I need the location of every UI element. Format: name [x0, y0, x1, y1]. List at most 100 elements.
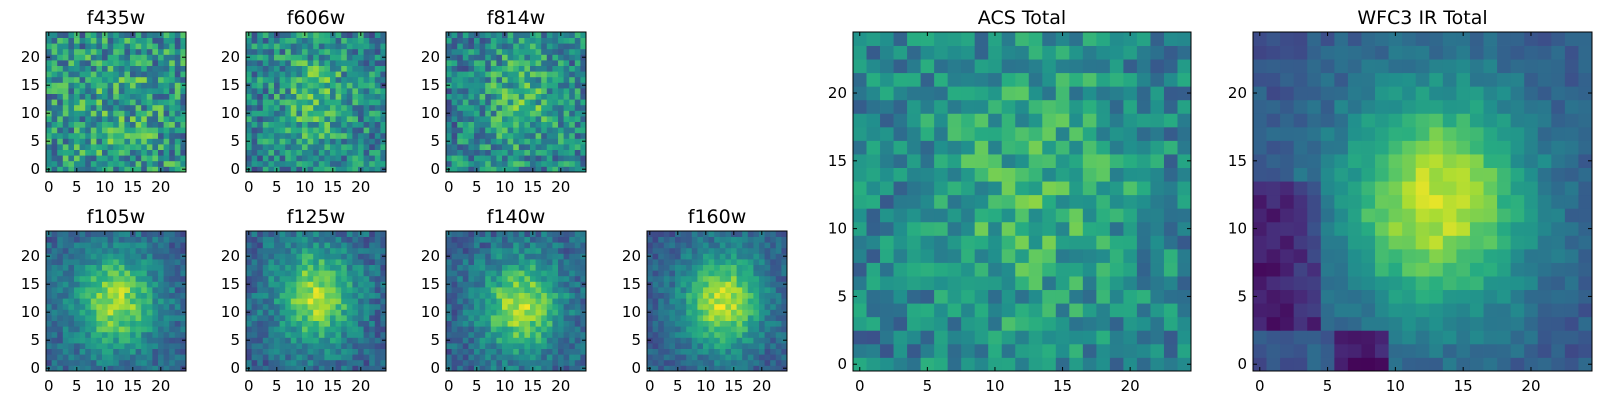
heatmap-cell: [552, 127, 559, 134]
heatmap-cell: [468, 71, 475, 78]
heatmap-cell: [866, 276, 881, 291]
heatmap-cell: [546, 315, 553, 321]
heatmap-cell: [290, 242, 297, 249]
heatmap-cell: [866, 357, 881, 372]
heatmap-cell: [118, 82, 125, 89]
heatmap-cell: [708, 247, 715, 254]
heatmap-cell: [62, 37, 69, 44]
heatmap-cell: [113, 287, 120, 293]
heatmap-cell: [462, 348, 469, 355]
heatmap-cell: [513, 71, 520, 78]
heatmap-cell: [569, 247, 576, 254]
heatmap-cell: [502, 309, 508, 316]
heatmap-cell: [330, 270, 336, 277]
heatmap-cell: [680, 326, 687, 333]
heatmap-cell: [1015, 316, 1030, 331]
heatmap-cell: [1001, 316, 1016, 331]
heatmap-cell: [102, 275, 108, 282]
heatmap-cell: [102, 292, 108, 299]
heatmap-cell: [163, 264, 170, 271]
heatmap-cell: [546, 65, 553, 72]
heatmap-cell: [169, 259, 176, 265]
heatmap-cell: [358, 253, 364, 260]
heatmap-cell: [1069, 357, 1084, 372]
heatmap-cell: [462, 71, 469, 78]
heatmap-cell: [74, 253, 80, 260]
heatmap-cell: [51, 149, 58, 156]
heatmap-cell: [290, 60, 297, 66]
heatmap-cell: [462, 337, 469, 344]
heatmap-cell: [346, 82, 353, 89]
heatmap-cell: [169, 343, 176, 349]
heatmap-cell: [102, 155, 108, 162]
heatmap-cell: [158, 354, 164, 361]
heatmap-cell: [118, 264, 125, 271]
heatmap-cell: [285, 365, 292, 372]
heatmap-cell: [74, 326, 80, 333]
heatmap-cell: [502, 270, 508, 277]
heatmap-cell: [251, 326, 258, 333]
heatmap-cell: [680, 331, 687, 338]
heatmap-cell: [79, 253, 86, 260]
heatmap-cell: [352, 242, 359, 249]
heatmap-cell: [546, 132, 553, 139]
heatmap-cell: [158, 320, 164, 327]
heatmap-cell: [552, 149, 559, 156]
heatmap-cell: [74, 348, 80, 355]
heatmap-cell: [51, 309, 58, 316]
heatmap-cell: [563, 337, 570, 344]
heatmap-cell: [158, 138, 164, 145]
heatmap-cell: [118, 354, 125, 361]
heatmap-cell: [279, 275, 286, 282]
heatmap-cell: [474, 104, 480, 111]
heatmap-cell: [90, 138, 97, 145]
heatmap-cell: [853, 248, 867, 263]
x-tick-label: 15: [523, 377, 542, 395]
heatmap-cell: [880, 289, 894, 304]
heatmap-cell: [708, 298, 715, 305]
heatmap-cell: [552, 166, 559, 173]
heatmap-cell: [79, 348, 86, 355]
heatmap-cell: [141, 259, 148, 265]
heatmap-cell: [118, 320, 125, 327]
heatmap-cell: [290, 359, 297, 366]
heatmap-cell: [62, 253, 69, 260]
heatmap-cell: [474, 93, 480, 100]
heatmap-cell: [530, 354, 536, 361]
heatmap-cell: [62, 315, 69, 321]
heatmap-cell: [485, 149, 492, 156]
heatmap-cell: [680, 236, 687, 243]
heatmap-cell: [296, 264, 303, 271]
heatmap-cell: [731, 343, 737, 349]
heatmap-cell: [279, 116, 286, 122]
heatmap-cell: [296, 116, 303, 122]
heatmap-cell: [714, 270, 721, 277]
heatmap-cell: [569, 71, 576, 78]
heatmap-cell: [169, 99, 176, 106]
heatmap-cell: [158, 236, 164, 243]
heatmap-cell: [1123, 194, 1138, 209]
heatmap-cell: [691, 236, 698, 243]
heatmap-cell: [1001, 235, 1016, 250]
heatmap-cell: [268, 253, 275, 260]
heatmap-cell: [781, 343, 788, 349]
heatmap-cell: [279, 144, 286, 150]
heatmap-cell: [574, 275, 581, 282]
heatmap-cell: [307, 242, 314, 249]
heatmap-cell: [107, 116, 114, 122]
heatmap-cell: [251, 365, 258, 372]
heatmap-cell: [675, 253, 681, 260]
heatmap-cell: [163, 309, 170, 316]
heatmap-cell: [934, 248, 949, 263]
heatmap-cell: [369, 37, 376, 44]
heatmap-cell: [251, 76, 258, 83]
y-tick-label: 10: [221, 104, 240, 122]
heatmap-cell: [174, 354, 181, 361]
heatmap-cell: [691, 337, 698, 344]
heatmap-cell: [563, 236, 570, 243]
heatmap-cell: [374, 365, 381, 372]
heatmap-cell: [1136, 330, 1151, 345]
heatmap-cell: [180, 331, 187, 338]
heatmap-cell: [485, 104, 492, 111]
heatmap-cell: [46, 155, 52, 162]
